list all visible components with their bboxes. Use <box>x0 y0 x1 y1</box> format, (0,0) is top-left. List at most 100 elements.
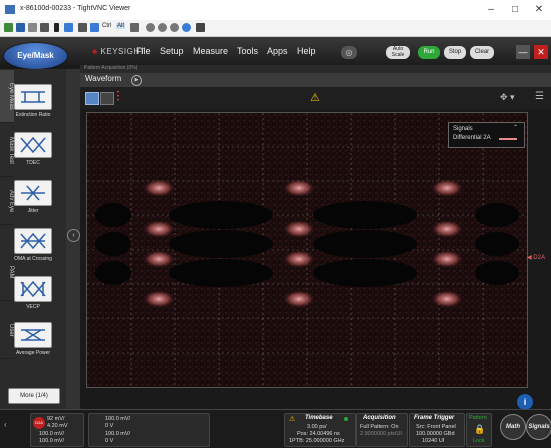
legend-collapse-icon[interactable]: ⌃ <box>513 125 519 131</box>
crosshair-icon[interactable]: ✥ ▾ <box>500 92 515 102</box>
info-icon[interactable] <box>40 23 49 32</box>
pattern-title: Pattern <box>469 415 487 421</box>
signals-button[interactable]: Signals <box>526 414 551 440</box>
jitter-icon <box>14 180 52 206</box>
math-button[interactable]: Math <box>500 414 526 440</box>
menu-apps[interactable]: Apps <box>267 46 288 56</box>
new-connection-icon[interactable] <box>4 23 13 32</box>
options-icon[interactable] <box>28 23 37 32</box>
ch2-offset: 0 V <box>105 423 114 429</box>
waveform-display[interactable] <box>86 112 528 388</box>
tab-user[interactable]: User <box>0 302 14 359</box>
channel-1-panel[interactable]: D2A 92 mV/ 4.20 mV 100.0 mV/ 100.0 mV/ <box>30 413 84 447</box>
ch2-offset-2: 0 V <box>105 438 114 444</box>
tool-label: OMA at Crossing <box>14 256 52 262</box>
channel-level-marker[interactable]: ◀ D2A <box>527 255 545 261</box>
tool-average-power[interactable]: Average Power <box>6 322 60 356</box>
pattern-lock-panel[interactable]: Pattern 🔒 Lock <box>466 413 492 447</box>
app-close-button[interactable]: ✕ <box>534 45 548 59</box>
minimize-button[interactable]: – <box>488 4 494 15</box>
close-window-button[interactable]: ✕ <box>534 4 544 15</box>
pattern-lock-label: Lock <box>473 438 485 444</box>
more-button[interactable]: More (1/4) <box>8 388 60 404</box>
tool-jitter[interactable]: Jitter <box>6 180 60 214</box>
collapse-panel-icon[interactable]: ‹ <box>67 229 80 242</box>
menu-help[interactable]: Help <box>297 46 316 56</box>
maximize-button[interactable]: □ <box>511 4 519 15</box>
legend-title: Signals <box>453 126 473 132</box>
lock-icon: 🔒 <box>474 424 486 434</box>
channel-2-panel[interactable]: 100.0 mV/ 0 V 100.0 mV/ 0 V <box>88 413 210 447</box>
vnc-toolbar: Ctrl Alt <box>0 20 551 37</box>
run-button[interactable]: Run <box>418 46 440 59</box>
hamburger-menu-icon[interactable]: ☰ <box>535 91 544 102</box>
camera-icon[interactable]: ◎ <box>341 46 357 59</box>
tool-vecp[interactable]: VECP <box>6 276 60 310</box>
tool-oma[interactable]: OMA at Crossing <box>6 228 60 262</box>
save-icon[interactable] <box>16 23 25 32</box>
zoom-out-icon[interactable] <box>158 23 167 32</box>
waveform-tab-bar <box>80 73 551 87</box>
ch2-scale: 100.0 mV/ <box>105 416 131 422</box>
timebase-panel[interactable]: ⚠ Timebase 3.00 ps/ Pos: 24.00496 ns 1PT… <box>284 413 356 447</box>
frame-trigger-rate: 100.00000 GBd <box>416 431 455 437</box>
tool-label: Extinction Ratio <box>15 112 51 118</box>
ch1-scale-2: 100.0 mV/ <box>39 431 65 437</box>
ch1-scale: 92 mV/ <box>47 416 65 422</box>
legend-signal-name: Differential 2A <box>453 135 491 141</box>
tab-pam[interactable]: PAM <box>0 244 14 301</box>
signals-legend[interactable]: Signals ⌃ Differential 2A <box>448 122 525 148</box>
extinction-ratio-icon <box>14 84 52 110</box>
windows-key-icon[interactable] <box>90 23 99 32</box>
menu-tools[interactable]: Tools <box>237 46 259 56</box>
single-grid-icon[interactable] <box>85 92 99 105</box>
menu-measure[interactable]: Measure <box>193 46 229 56</box>
average-power-icon <box>14 322 52 348</box>
acquisition-pts-per-ui: 2.9000000 pts/UI <box>360 431 402 437</box>
autoscale-button[interactable]: Auto Scale <box>386 46 410 59</box>
tool-label: Jitter <box>27 208 39 214</box>
acquisition-panel[interactable]: Acquisition Full Pattern: On 2.9000000 p… <box>356 413 408 447</box>
fullscreen-icon[interactable] <box>196 23 205 32</box>
acquisition-full-pattern: Full Pattern: On <box>360 424 399 430</box>
keysight-logo-text: KEYSIGHT <box>100 47 145 56</box>
multi-grid-icon[interactable] <box>100 92 114 105</box>
keysight-logo: ⟡ KEYSIGHT <box>92 47 145 57</box>
warning-icon[interactable]: ⚠ <box>310 92 320 104</box>
waveform-tab-play-icon[interactable]: ▶ <box>131 75 142 86</box>
bottom-scroll-left-icon[interactable]: ‹ <box>4 420 7 429</box>
info-icon-round[interactable]: i <box>517 394 533 410</box>
transfer-icon[interactable] <box>130 23 139 32</box>
alt-key-button[interactable]: Alt <box>116 23 126 29</box>
tab-adv-eye[interactable]: Adv Eye <box>0 178 14 225</box>
app-minimize-button[interactable]: — <box>516 45 530 59</box>
clear-button[interactable]: Clear <box>470 46 494 59</box>
timebase-warning-icon: ⚠ <box>289 416 296 423</box>
menu-setup[interactable]: Setup <box>160 46 184 56</box>
ch1-offset: 4.20 mV <box>47 423 68 429</box>
stop-button[interactable]: Stop <box>444 46 466 59</box>
eye-mask-mode-button[interactable]: Eye/Mask <box>4 43 67 69</box>
more-options-icon[interactable]: • • • <box>117 90 120 104</box>
tab-mask-test[interactable]: Mask Test <box>0 124 14 177</box>
pause-icon[interactable] <box>54 23 59 32</box>
window-title: x-86100d-00233 - TightVNC Viewer <box>20 5 131 12</box>
ch1-scale-3: 100.0 mV/ <box>39 438 65 444</box>
waveform-toolbar: • • • ⚠ ✥ ▾ ☰ <box>80 87 551 109</box>
tab-waveform[interactable]: Waveform <box>85 74 122 83</box>
refresh-icon[interactable] <box>64 23 73 32</box>
legend-swatch <box>499 138 517 140</box>
menu-file[interactable]: File <box>136 46 151 56</box>
zoom-in-icon[interactable] <box>146 23 155 32</box>
tool-extinction-ratio[interactable]: Extinction Ratio <box>6 84 60 118</box>
tool-tdec[interactable]: TDEC <box>6 132 60 166</box>
tab-eye-meas[interactable]: Eye Meas <box>0 70 14 123</box>
acquisition-title: Acquisition <box>363 415 396 421</box>
ctrl-alt-del-icon[interactable] <box>78 23 87 32</box>
frame-trigger-panel[interactable]: Frame Trigger Src: Front Panel 100.00000… <box>409 413 465 447</box>
ctrl-key-button[interactable]: Ctrl <box>102 23 112 29</box>
eye-diagram <box>87 113 527 387</box>
zoom-reset-icon[interactable] <box>170 23 179 32</box>
zoom-fit-icon[interactable] <box>182 23 191 32</box>
frame-trigger-source: Src: Front Panel <box>416 424 456 430</box>
